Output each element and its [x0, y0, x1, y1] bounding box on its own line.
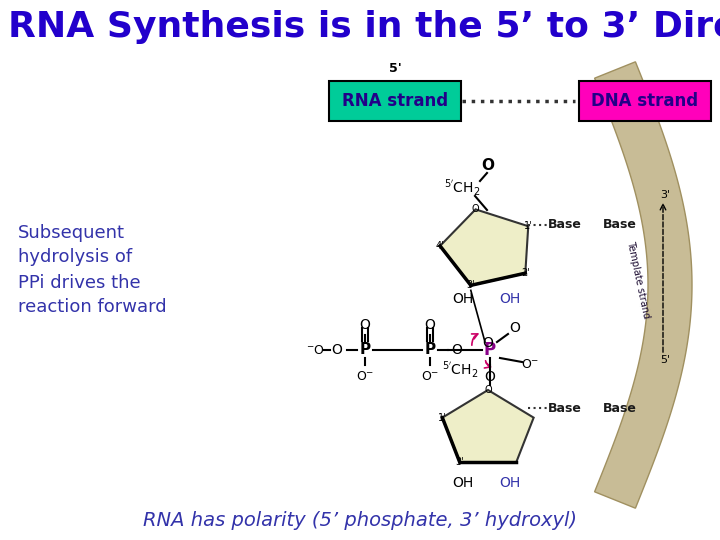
- Text: O: O: [484, 385, 492, 395]
- FancyBboxPatch shape: [329, 81, 461, 121]
- Text: 4': 4': [436, 241, 444, 251]
- Text: 2': 2': [521, 268, 530, 278]
- Text: OH: OH: [500, 476, 521, 490]
- Text: 5': 5': [660, 355, 670, 365]
- Text: Subsequent
hydrolysis of
PPi drives the
reaction forward: Subsequent hydrolysis of PPi drives the …: [18, 224, 166, 316]
- Text: O: O: [425, 318, 436, 332]
- Text: O: O: [485, 370, 495, 384]
- Polygon shape: [442, 390, 534, 462]
- Text: Base: Base: [603, 219, 637, 232]
- Text: P: P: [359, 342, 371, 357]
- Text: Base: Base: [603, 402, 637, 415]
- Text: 1': 1': [438, 413, 446, 423]
- Text: Base: Base: [548, 219, 582, 232]
- Text: 5': 5': [389, 62, 401, 75]
- FancyBboxPatch shape: [579, 81, 711, 121]
- Text: O: O: [510, 321, 521, 335]
- Text: $^{5'}$CH$_2$: $^{5'}$CH$_2$: [442, 360, 478, 380]
- Text: 3': 3': [456, 457, 464, 467]
- Text: O: O: [359, 318, 370, 332]
- Text: P: P: [484, 341, 496, 359]
- Text: RNA has polarity (5’ phosphate, 3’ hydroxyl): RNA has polarity (5’ phosphate, 3’ hydro…: [143, 510, 577, 530]
- Text: 3': 3': [467, 280, 475, 291]
- Text: O$^{-}$: O$^{-}$: [521, 359, 539, 372]
- Text: RNA Synthesis is in the 5’ to 3’ Direction: RNA Synthesis is in the 5’ to 3’ Directi…: [8, 10, 720, 44]
- Polygon shape: [595, 62, 692, 508]
- Text: O: O: [451, 343, 462, 357]
- Text: OH: OH: [452, 292, 474, 306]
- Text: 1': 1': [524, 221, 533, 231]
- Text: OH: OH: [452, 476, 474, 490]
- Text: DNA strand: DNA strand: [591, 92, 698, 110]
- Text: $^{5'}$CH$_2$: $^{5'}$CH$_2$: [444, 178, 480, 198]
- Text: RNA strand: RNA strand: [342, 92, 448, 110]
- Text: O: O: [482, 336, 493, 350]
- Polygon shape: [440, 210, 528, 285]
- Text: O: O: [472, 204, 480, 214]
- Text: O: O: [482, 158, 495, 172]
- Text: O: O: [332, 343, 343, 357]
- Text: Base: Base: [548, 402, 582, 415]
- Text: OH: OH: [500, 292, 521, 306]
- Text: 3': 3': [660, 190, 670, 200]
- Text: Template strand: Template strand: [625, 240, 651, 320]
- Text: P: P: [424, 342, 436, 357]
- Text: $^{-}$O: $^{-}$O: [305, 343, 325, 356]
- Text: O$^{-}$: O$^{-}$: [420, 370, 439, 383]
- Text: O$^{-}$: O$^{-}$: [356, 370, 374, 383]
